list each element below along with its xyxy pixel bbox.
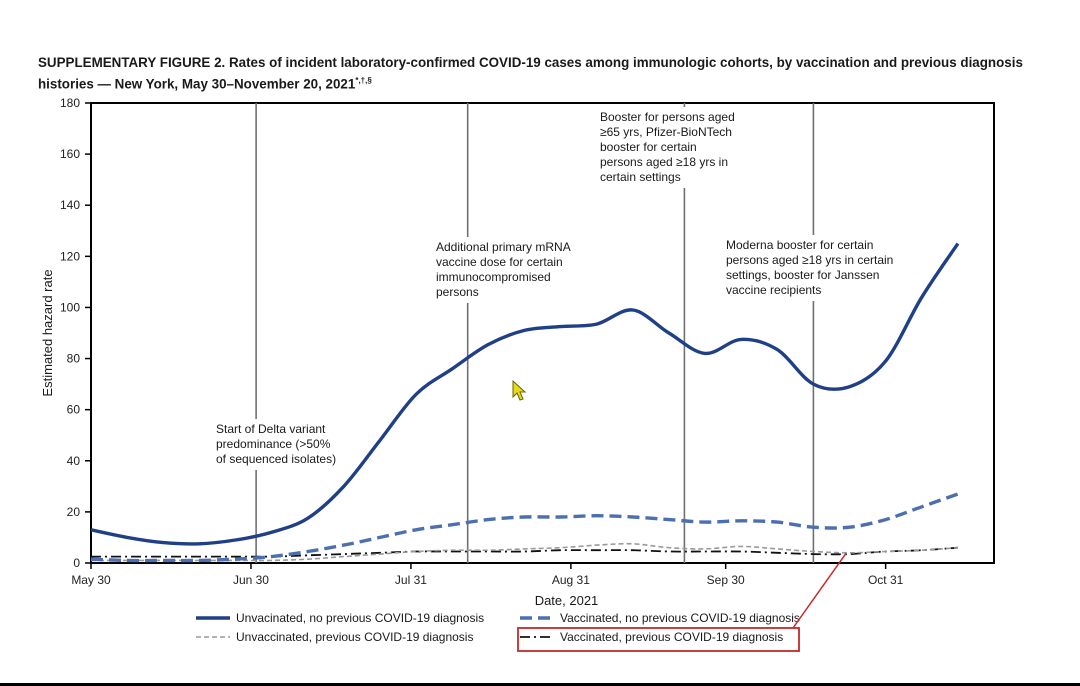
y-tick-label: 180 xyxy=(60,96,80,110)
series-line xyxy=(90,242,960,546)
y-tick-label: 20 xyxy=(67,505,81,519)
event-annotation: Additional primary mRNA vaccine dose for … xyxy=(436,240,571,299)
y-axis-title: Estimated hazard rate xyxy=(40,269,55,396)
event-annotation: Booster for persons aged ≥65 yrs, Pfizer-… xyxy=(600,110,735,184)
y-tick-label: 120 xyxy=(60,249,80,263)
y-tick-label: 100 xyxy=(60,300,80,314)
x-tick-label: Jul 31 xyxy=(395,573,427,587)
x-tick-label: May 30 xyxy=(71,573,111,587)
legend-label: Vaccinated, previous COVID-19 diagnosis xyxy=(560,630,783,644)
event-annotation-line: persons aged ≥18 yrs in xyxy=(600,155,728,169)
event-annotation-line: immunocompromised xyxy=(436,270,551,284)
event-annotation-line: Start of Delta variant xyxy=(216,422,326,436)
event-annotation-line: predominance (>50% xyxy=(216,437,331,451)
highlight-connector xyxy=(792,553,847,629)
event-annotation-line: certain settings xyxy=(600,170,681,184)
y-tick-label: 140 xyxy=(60,198,80,212)
series-line xyxy=(91,542,958,562)
event-annotation-line: Moderna booster for certain xyxy=(726,238,873,252)
event-annotation-line: Booster for persons aged xyxy=(600,110,735,124)
series-line xyxy=(90,492,959,563)
event-annotation: Start of Delta variant predominance (>50%… xyxy=(216,422,336,466)
legend-label: Unvacinated, no previous COVID-19 diagno… xyxy=(236,611,484,625)
y-tick-label: 0 xyxy=(73,556,80,570)
event-annotation-line: Additional primary mRNA xyxy=(436,240,571,254)
event-annotation-line: vaccine dose for certain xyxy=(436,255,563,269)
figure-title-text: SUPPLEMENTARY FIGURE 2. Rates of inciden… xyxy=(38,55,1023,92)
y-tick-label: 160 xyxy=(60,147,80,161)
event-annotations: Start of Delta variant predominance (>50%… xyxy=(216,103,893,563)
figure-title: SUPPLEMENTARY FIGURE 2. Rates of inciden… xyxy=(38,54,1038,93)
x-tick-label: Sep 30 xyxy=(707,573,745,587)
cursor-icon xyxy=(512,379,527,401)
bottom-divider xyxy=(0,683,1080,686)
footnote-marks: *,†,§ xyxy=(355,76,372,85)
y-tick-label: 80 xyxy=(67,352,81,366)
legend-label: Unvaccinated, previous COVID-19 diagnosi… xyxy=(236,630,473,644)
x-axis-title: Date, 2021 xyxy=(535,593,599,608)
x-tick-label: Oct 31 xyxy=(868,573,904,587)
highlight-callout xyxy=(512,379,847,652)
series-line xyxy=(90,546,958,558)
event-annotation-line: vaccine recipients xyxy=(726,283,821,297)
x-tick-label: Aug 31 xyxy=(552,573,590,587)
plot-frame xyxy=(90,102,995,564)
event-annotation-line: ≥65 yrs, Pfizer-BioNTech xyxy=(600,125,732,139)
y-tick-label: 60 xyxy=(67,403,81,417)
event-annotation-line: persons aged ≥18 yrs in certain xyxy=(726,253,893,267)
axes: 0 20 40 60 80 100 120 140 160 180 May 30 Jun 30 Jul … xyxy=(60,96,904,587)
event-annotation-line: booster for certain xyxy=(600,140,697,154)
y-tick-label: 40 xyxy=(67,454,81,468)
x-tick-label: Jun 30 xyxy=(233,573,269,587)
event-annotation: Moderna booster for certain persons aged … xyxy=(726,238,893,297)
event-annotation-line: persons xyxy=(436,285,479,299)
highlight-box xyxy=(517,627,800,652)
event-annotation-line: settings, booster for Janssen xyxy=(726,268,879,282)
plot-area xyxy=(90,102,995,564)
legend: Unvacinated, no previous COVID-19 diagno… xyxy=(196,611,800,644)
series-lines xyxy=(90,242,960,563)
event-annotation-line: of sequenced isolates) xyxy=(216,452,336,466)
legend-label: Vaccinated, no previous COVID-19 diagnos… xyxy=(560,611,800,625)
